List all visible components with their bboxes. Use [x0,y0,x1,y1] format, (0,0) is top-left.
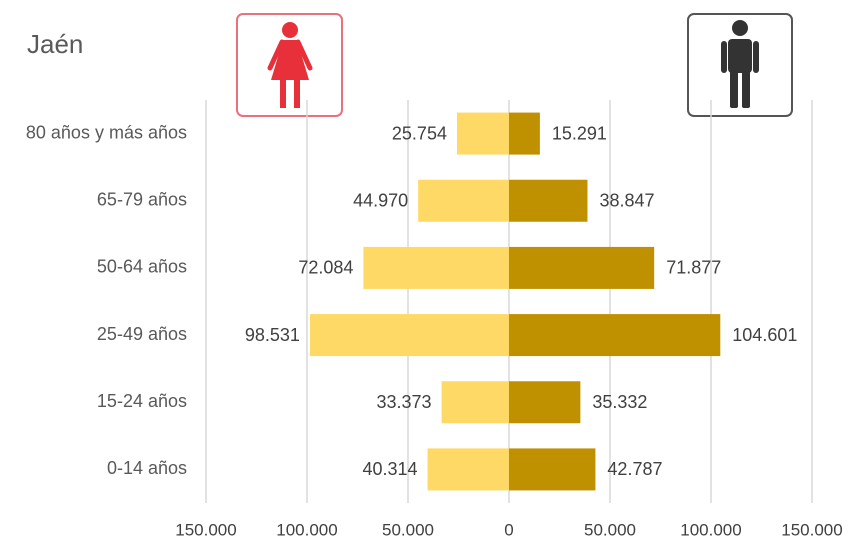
bar [309,314,509,357]
bar [427,448,509,491]
category-label: 15-24 años [97,391,187,411]
bar [441,381,509,424]
category-label: 80 años y más años [26,122,187,142]
value-label: 40.314 [363,459,418,479]
x-tick-label: 100.000 [680,520,741,539]
x-tick-label: 50.000 [382,520,434,539]
category-label: 50-64 años [97,257,187,277]
x-tick-label: 0 [504,520,513,539]
x-tick-label: 100.000 [276,520,337,539]
value-label: 71.877 [666,258,721,278]
bar [509,448,596,491]
category-label: 25-49 años [97,324,187,344]
bar [509,112,540,155]
value-label: 25.754 [392,123,447,143]
value-label: 72.084 [298,258,353,278]
bar [509,246,655,289]
category-label: 0-14 años [107,458,187,478]
value-label: 98.531 [245,325,300,345]
x-tick-label: 150.000 [781,520,842,539]
value-label: 44.970 [353,191,408,211]
bar [509,314,721,357]
value-label: 35.332 [592,392,647,412]
value-label: 104.601 [732,325,797,345]
bar [509,179,588,222]
chart-title: Jaén [27,29,83,59]
male-icon [687,13,793,117]
value-label: 38.847 [599,191,654,211]
bar [509,381,581,424]
value-label: 42.787 [607,459,662,479]
bar [418,179,509,222]
bar [363,246,509,289]
bar [456,112,509,155]
value-label: 33.373 [377,392,432,412]
female-icon [236,13,343,117]
category-label: 65-79 años [97,190,187,210]
x-tick-label: 50.000 [584,520,636,539]
x-tick-label: 150.000 [175,520,236,539]
value-label: 15.291 [552,123,607,143]
